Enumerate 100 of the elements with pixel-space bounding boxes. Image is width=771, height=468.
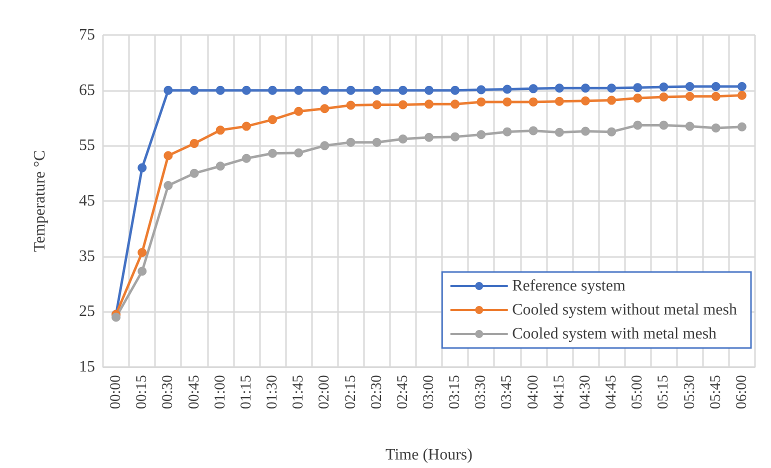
point <box>554 84 564 93</box>
y-tick-label: 45 <box>79 192 95 210</box>
point <box>580 126 590 136</box>
point <box>294 86 304 95</box>
point <box>502 97 512 106</box>
point <box>190 86 199 95</box>
point <box>607 127 616 136</box>
x-tick-label: 03:15 <box>447 375 464 410</box>
point <box>320 86 330 95</box>
point <box>476 97 486 106</box>
legend-label: Reference system <box>512 278 626 294</box>
point <box>398 134 408 144</box>
point <box>685 82 694 91</box>
point <box>737 82 746 91</box>
x-tick-label: 00:30 <box>160 375 176 410</box>
legend-label: Cooled system with metal mesh <box>512 326 717 342</box>
point <box>424 86 434 95</box>
point <box>711 92 720 101</box>
point <box>528 126 538 136</box>
point <box>554 96 564 106</box>
x-tick-label: 02:30 <box>368 375 385 410</box>
x-tick-label: 02:45 <box>394 375 411 410</box>
y-tick-label: 55 <box>79 137 95 154</box>
point <box>164 151 173 160</box>
point <box>346 100 356 110</box>
point <box>112 312 121 322</box>
x-tick-label: 04:15 <box>551 375 568 410</box>
y-tick-label: 25 <box>79 303 95 320</box>
point <box>659 120 668 130</box>
point <box>268 86 278 95</box>
point <box>164 181 173 190</box>
point <box>372 138 382 147</box>
x-tick-label: 05:30 <box>682 375 698 410</box>
point <box>554 128 564 137</box>
point <box>528 97 538 106</box>
x-tick-label: 03:45 <box>499 375 516 410</box>
point <box>528 84 538 94</box>
x-tick-label: 04:30 <box>577 375 594 410</box>
point <box>138 248 147 257</box>
x-tick-label: 04:00 <box>525 375 542 410</box>
point <box>450 132 460 142</box>
point <box>659 92 668 102</box>
y-tick-label: 35 <box>79 248 95 265</box>
point <box>711 123 720 132</box>
point <box>216 86 225 95</box>
point <box>633 94 642 103</box>
point <box>737 90 746 100</box>
x-tick-label: 06:00 <box>734 375 750 410</box>
point <box>138 163 147 172</box>
point <box>242 122 251 131</box>
point <box>346 138 356 147</box>
x-tick-label: 05:45 <box>708 375 724 410</box>
point <box>294 106 304 116</box>
point <box>450 86 460 95</box>
point <box>190 168 199 178</box>
point <box>711 82 720 91</box>
x-tick-label: 01:00 <box>212 375 228 410</box>
point <box>190 138 199 148</box>
x-tick-label: 04:45 <box>604 375 620 410</box>
point <box>502 84 512 94</box>
point <box>685 92 694 101</box>
point <box>607 96 616 105</box>
point <box>659 82 668 92</box>
point <box>580 96 590 106</box>
point <box>633 120 642 130</box>
x-tick-label: 05:00 <box>630 375 646 410</box>
point <box>216 162 225 171</box>
point <box>737 122 746 132</box>
point <box>398 100 408 110</box>
point <box>685 122 694 131</box>
y-tick-label: 75 <box>79 26 95 44</box>
point <box>633 83 642 92</box>
x-tick-label: 02:00 <box>316 375 333 410</box>
x-tick-label: 02:15 <box>342 375 359 410</box>
point <box>424 132 434 142</box>
point <box>476 85 486 94</box>
x-axis-title: Time (Hours) <box>386 446 472 464</box>
point <box>268 115 278 124</box>
x-tick-label: 01:30 <box>264 375 281 410</box>
point <box>242 86 251 95</box>
point <box>320 104 330 114</box>
x-tick-label: 03:00 <box>421 375 437 410</box>
point <box>242 154 251 163</box>
x-tick-label: 00:00 <box>108 375 124 410</box>
point <box>268 148 278 158</box>
point <box>502 127 512 136</box>
point <box>138 266 147 276</box>
x-tick-label: 05:15 <box>656 375 672 410</box>
point <box>580 84 590 93</box>
y-axis-title: Temperature °C <box>32 150 48 252</box>
point <box>294 148 304 158</box>
point <box>424 100 434 109</box>
point <box>607 84 616 93</box>
point <box>372 100 382 110</box>
x-tick-label: 01:45 <box>290 375 307 410</box>
y-tick-label: 15 <box>79 358 95 376</box>
point <box>320 141 330 150</box>
y-tick-label: 65 <box>79 82 95 99</box>
point <box>372 86 382 95</box>
x-tick-label: 03:30 <box>473 375 490 410</box>
